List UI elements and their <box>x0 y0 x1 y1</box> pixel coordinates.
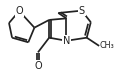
Text: N: N <box>62 36 69 46</box>
Text: O: O <box>34 61 41 71</box>
Text: S: S <box>78 6 84 16</box>
Text: CH₃: CH₃ <box>99 41 113 50</box>
Text: O: O <box>15 6 23 16</box>
